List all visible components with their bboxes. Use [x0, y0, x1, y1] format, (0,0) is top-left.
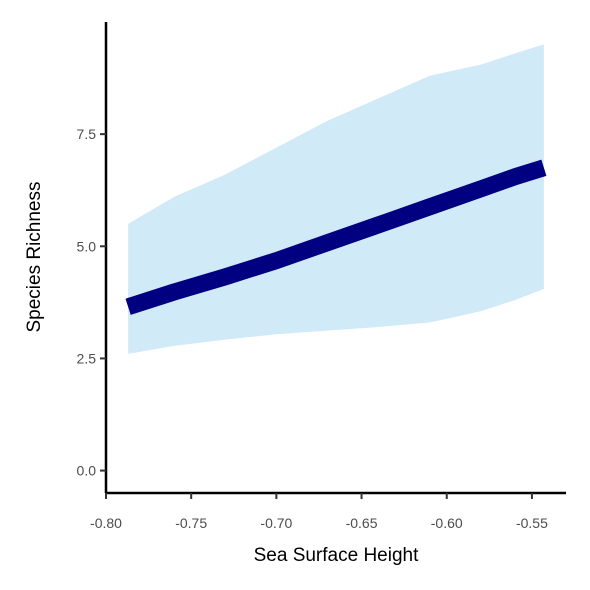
- y-tick-label: 5.0: [77, 238, 97, 254]
- x-axis-title: Sea Surface Height: [254, 545, 419, 566]
- x-tick-label: -0.60: [431, 515, 463, 531]
- x-tick-label: -0.55: [516, 515, 548, 531]
- x-tick-label: -0.65: [346, 515, 378, 531]
- x-axis: -0.80 -0.75 -0.70 -0.65 -0.60 -0.55: [90, 493, 548, 531]
- y-tick-label: 0.0: [77, 463, 97, 479]
- y-tick-label: 2.5: [77, 350, 97, 366]
- plot-area: [125, 44, 547, 354]
- y-tick-label: 7.5: [77, 126, 97, 142]
- x-tick-label: -0.75: [175, 515, 207, 531]
- x-tick-label: -0.70: [260, 515, 292, 531]
- confidence-ribbon: [128, 44, 544, 354]
- fitted-line: [125, 159, 547, 315]
- y-axis: 0.0 2.5 5.0 7.5: [77, 126, 106, 479]
- x-tick-label: -0.80: [90, 515, 122, 531]
- y-axis-title: Species Richness: [24, 181, 45, 332]
